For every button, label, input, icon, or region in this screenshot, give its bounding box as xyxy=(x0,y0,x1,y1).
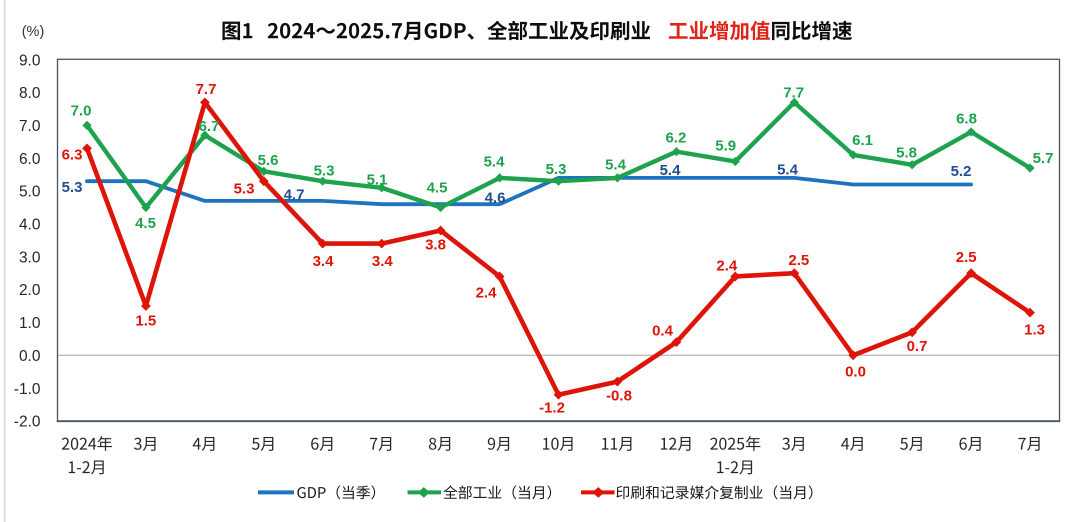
svg-text:0.7: 0.7 xyxy=(907,338,928,355)
svg-text:5.3: 5.3 xyxy=(546,161,567,178)
svg-text:5.4: 5.4 xyxy=(660,162,682,179)
svg-text:2.5: 2.5 xyxy=(788,252,809,269)
svg-text:6.0: 6.0 xyxy=(19,151,41,168)
svg-text:4.5: 4.5 xyxy=(135,215,156,232)
svg-text:0.0: 0.0 xyxy=(845,363,866,380)
svg-text:3.0: 3.0 xyxy=(19,249,41,266)
svg-text:5.1: 5.1 xyxy=(367,171,388,188)
svg-text:0.0: 0.0 xyxy=(19,348,41,365)
svg-text:7.0: 7.0 xyxy=(19,118,41,135)
svg-text:5.8: 5.8 xyxy=(896,144,917,161)
svg-text:6.2: 6.2 xyxy=(665,129,686,146)
svg-text:5.2: 5.2 xyxy=(951,163,972,180)
svg-text:-1.0: -1.0 xyxy=(14,381,41,398)
svg-text:5.3: 5.3 xyxy=(62,179,83,196)
svg-text:4.7: 4.7 xyxy=(284,186,305,203)
svg-text:3.4: 3.4 xyxy=(313,253,335,270)
svg-text:0.4: 0.4 xyxy=(652,322,674,339)
svg-text:2.4: 2.4 xyxy=(716,258,738,275)
svg-text:1.5: 1.5 xyxy=(135,312,156,329)
svg-text:3.4: 3.4 xyxy=(372,253,394,270)
svg-text:5.7: 5.7 xyxy=(1033,150,1054,167)
svg-text:5.4: 5.4 xyxy=(605,156,627,173)
svg-text:1.0: 1.0 xyxy=(19,315,41,332)
svg-text:5.4: 5.4 xyxy=(777,162,799,179)
svg-text:5.0: 5.0 xyxy=(19,184,41,201)
svg-text:5.6: 5.6 xyxy=(258,152,279,169)
svg-text:2.0: 2.0 xyxy=(19,282,41,299)
svg-text:1.3: 1.3 xyxy=(1024,321,1045,338)
svg-text:9.0: 9.0 xyxy=(19,52,41,69)
svg-text:-0.8: -0.8 xyxy=(606,387,632,404)
svg-text:5.9: 5.9 xyxy=(715,138,736,155)
svg-text:-1.2: -1.2 xyxy=(539,399,565,416)
svg-text:5.4: 5.4 xyxy=(484,153,506,170)
svg-text:3.8: 3.8 xyxy=(425,236,446,253)
svg-text:-2.0: -2.0 xyxy=(14,414,41,431)
svg-text:6.1: 6.1 xyxy=(852,132,873,149)
svg-text:6.7: 6.7 xyxy=(199,118,220,135)
svg-text:6.8: 6.8 xyxy=(956,110,977,127)
svg-text:7.0: 7.0 xyxy=(71,102,92,119)
svg-text:(%): (%) xyxy=(22,24,45,40)
svg-text:4.6: 4.6 xyxy=(485,189,506,206)
svg-text:2.4: 2.4 xyxy=(476,284,498,301)
svg-text:8.0: 8.0 xyxy=(19,85,41,102)
svg-text:5.3: 5.3 xyxy=(234,180,255,197)
svg-text:7.7: 7.7 xyxy=(783,84,804,101)
svg-text:5.3: 5.3 xyxy=(314,162,335,179)
svg-text:4.5: 4.5 xyxy=(427,179,448,196)
svg-text:7.7: 7.7 xyxy=(196,81,217,98)
svg-text:2.5: 2.5 xyxy=(956,249,977,266)
svg-text:6.3: 6.3 xyxy=(62,146,83,163)
svg-text:4.0: 4.0 xyxy=(19,217,41,234)
